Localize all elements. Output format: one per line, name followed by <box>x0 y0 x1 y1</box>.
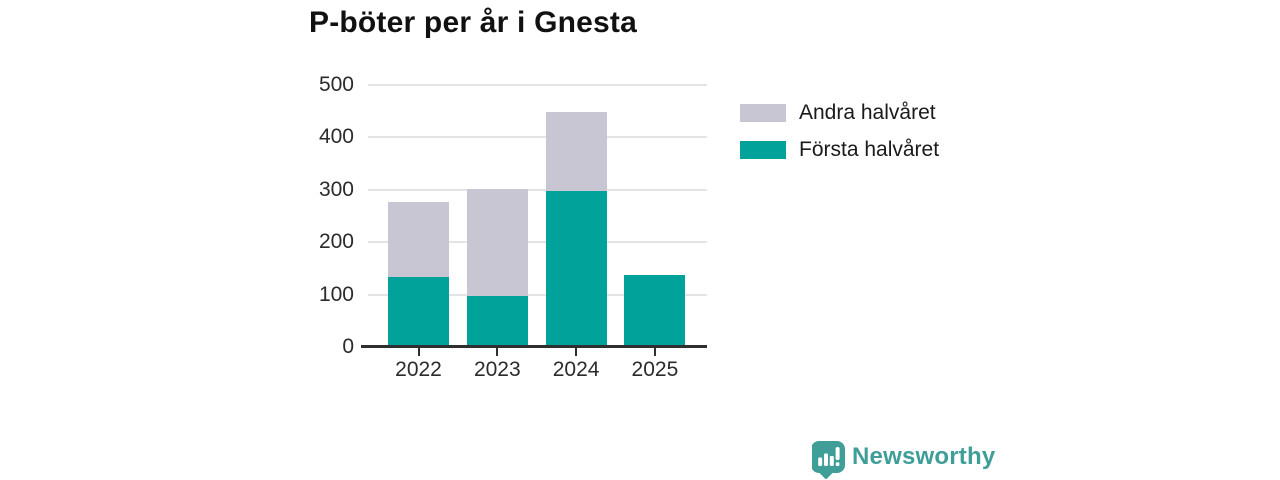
legend-item-0: Andra halvåret <box>740 101 939 125</box>
x-tick-label-2023: 2023 <box>473 358 521 381</box>
gridline-200 <box>368 241 707 244</box>
branding-name: Newsworthy <box>852 443 996 470</box>
chart-title: P-böter per år i Gnesta <box>308 6 638 39</box>
y-tick-label-0: 0 <box>342 335 354 358</box>
x-tick-2024 <box>575 348 578 356</box>
branding: Newsworthy <box>812 441 995 479</box>
gridline-400 <box>368 136 707 139</box>
y-tick-label-100: 100 <box>318 282 354 306</box>
x-tick-label-2022: 2022 <box>395 358 442 381</box>
bar-segment-2023-andra-halvåret <box>466 189 528 297</box>
bar-segment-2025-första-halvåret <box>624 275 686 345</box>
x-axis-line <box>361 345 707 348</box>
y-tick-label-200: 200 <box>318 230 354 254</box>
bar-segment-2024-andra-halvåret <box>545 111 607 191</box>
gridline-300 <box>368 188 707 191</box>
x-tick-label-2024: 2024 <box>552 358 600 381</box>
bar-chart-bubble-icon <box>812 441 845 479</box>
y-tick-label-300: 300 <box>318 177 354 201</box>
legend-swatch-gray <box>740 104 786 122</box>
legend-swatch-teal <box>740 141 786 159</box>
y-tick-label-500: 500 <box>318 73 354 96</box>
legend: Andra halvåret Första halvåret <box>740 101 939 162</box>
bar-segment-2024-första-halvåret <box>545 190 607 345</box>
bar-segment-2022-andra-halvåret <box>388 202 449 277</box>
x-tick-2022 <box>417 348 420 356</box>
y-tick-label-400: 400 <box>318 125 354 149</box>
bar-segment-2022-första-halvåret <box>388 276 449 345</box>
legend-label-1: Första halvåret <box>799 138 940 161</box>
x-tick-2023 <box>496 348 499 356</box>
legend-label-0: Andra halvåret <box>799 101 936 124</box>
x-tick-label-2025: 2025 <box>631 358 679 381</box>
legend-item-1: Första halvåret <box>740 138 939 162</box>
gridline-500 <box>368 84 707 86</box>
x-tick-2025 <box>653 348 656 356</box>
plot-area: 0 100 200 300 400 500 2022 2023 2024 2025 <box>319 73 707 381</box>
bar-segment-2023-första-halvåret <box>466 296 528 345</box>
gridline-100 <box>368 293 707 296</box>
